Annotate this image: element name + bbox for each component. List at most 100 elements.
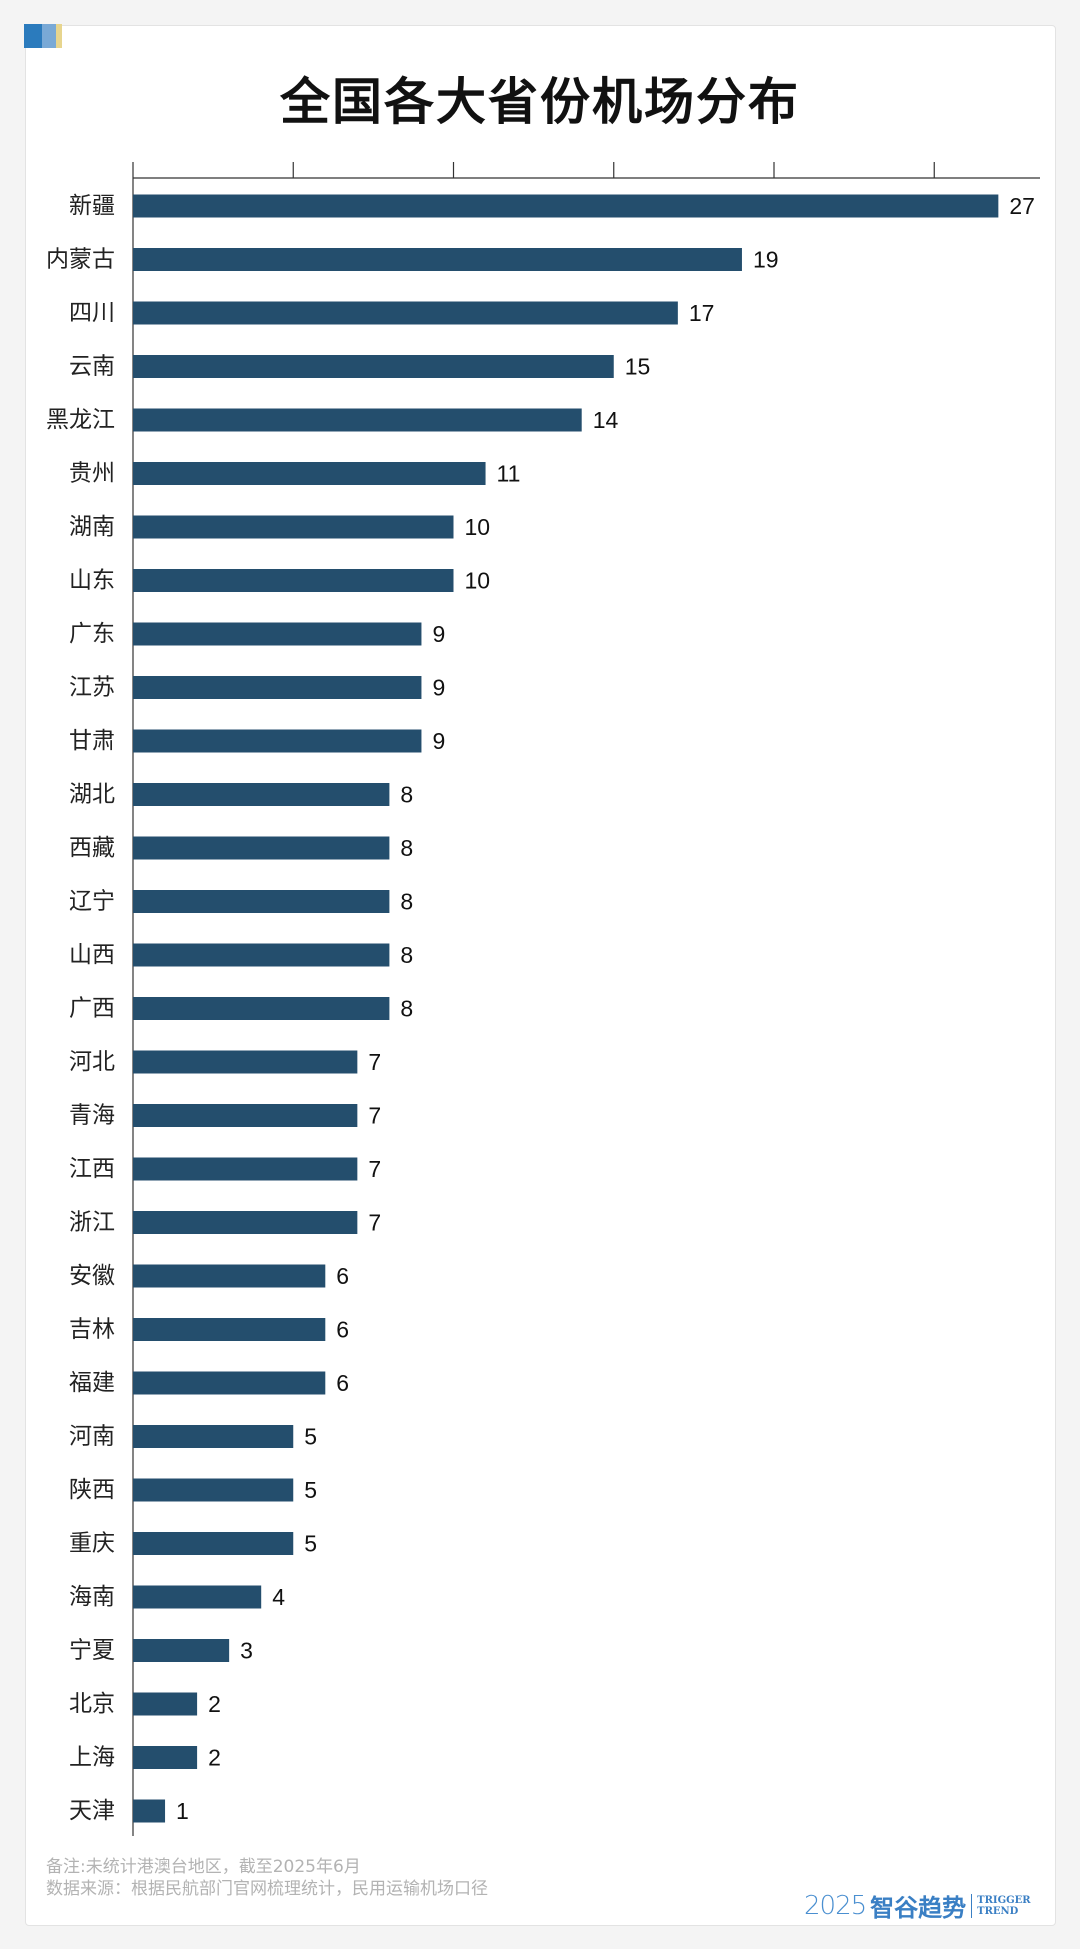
corner-logo-mark	[24, 24, 62, 48]
data-label: 8	[400, 889, 413, 915]
bar	[133, 1532, 294, 1555]
category-label: 西藏	[69, 835, 115, 861]
category-label: 吉林	[69, 1317, 115, 1343]
data-label: 8	[400, 942, 413, 968]
category-label: 北京	[69, 1691, 115, 1717]
bar	[133, 729, 422, 753]
bar	[133, 462, 486, 485]
brand-logo: 2025 智谷趋势 TRIGGER TREND	[804, 1888, 1031, 1923]
category-label: 海南	[69, 1584, 115, 1610]
data-label: 4	[272, 1584, 285, 1610]
data-label: 5	[304, 1477, 317, 1503]
bar	[133, 783, 390, 806]
category-label: 上海	[69, 1745, 115, 1771]
category-label: 宁夏	[69, 1638, 115, 1664]
category-label: 陕西	[69, 1477, 115, 1503]
bar	[133, 1050, 358, 1074]
category-label: 内蒙古	[46, 247, 115, 273]
footer-note: 备注:未统计港澳台地区，截至2025年6月	[46, 1857, 361, 1877]
category-label: 江西	[69, 1156, 115, 1182]
category-label: 辽宁	[69, 889, 115, 915]
bar	[133, 1371, 326, 1395]
data-label: 14	[593, 407, 619, 433]
bar	[133, 1157, 358, 1181]
bar	[133, 301, 678, 325]
category-label: 河南	[69, 1424, 115, 1450]
category-label: 重庆	[69, 1531, 115, 1557]
bar	[133, 408, 582, 432]
data-label: 7	[368, 1049, 381, 1075]
data-label: 7	[368, 1156, 381, 1182]
bar	[133, 1746, 198, 1769]
category-label: 青海	[69, 1103, 115, 1129]
bar	[133, 248, 742, 271]
category-label: 湖南	[69, 514, 115, 540]
footer-source: 数据来源：根据民航部门官网梳理统计，民用运输机场口径	[46, 1879, 488, 1899]
chart-title: 全国各大省份机场分布	[280, 73, 800, 131]
data-label: 3	[240, 1638, 253, 1664]
bar	[133, 1318, 326, 1341]
bar	[133, 1639, 230, 1662]
bar	[133, 569, 454, 592]
chart-card	[25, 25, 1056, 1926]
data-label: 6	[336, 1317, 349, 1343]
category-label: 新疆	[69, 193, 115, 219]
bar	[133, 1585, 262, 1609]
data-label: 9	[432, 621, 445, 647]
category-label: 云南	[69, 354, 115, 380]
category-label: 天津	[69, 1798, 115, 1824]
bar	[133, 515, 454, 539]
bar	[133, 890, 390, 913]
bar	[133, 1211, 358, 1234]
data-label: 15	[625, 354, 651, 380]
data-label: 17	[689, 300, 715, 326]
bar	[133, 1799, 166, 1823]
data-label: 10	[465, 568, 491, 594]
bar	[133, 194, 999, 218]
data-label: 19	[753, 247, 779, 273]
bar	[133, 1104, 358, 1127]
data-label: 27	[1009, 193, 1035, 219]
data-label: 2	[208, 1745, 221, 1771]
bar	[133, 622, 422, 646]
data-label: 2	[208, 1691, 221, 1717]
data-label: 7	[368, 1103, 381, 1129]
data-label: 8	[400, 835, 413, 861]
data-label: 8	[400, 782, 413, 808]
brand-divider	[971, 1893, 973, 1918]
brand-name: 智谷趋势	[870, 1893, 967, 1922]
category-label: 山西	[69, 942, 115, 968]
data-label: 9	[432, 675, 445, 701]
brand-en-line2: TREND	[977, 1905, 1019, 1917]
bar	[133, 355, 614, 378]
bar	[133, 1425, 294, 1448]
data-label: 1	[176, 1798, 189, 1824]
brand-en-line1: TRIGGER	[977, 1894, 1031, 1906]
data-label: 9	[432, 728, 445, 754]
data-label: 8	[400, 996, 413, 1022]
category-label: 甘肃	[69, 728, 115, 754]
footer-notes: 备注:未统计港澳台地区，截至2025年6月 数据来源：根据民航部门官网梳理统计，…	[46, 1856, 488, 1900]
bar	[133, 676, 422, 699]
category-label: 黑龙江	[46, 407, 115, 433]
category-label: 湖北	[69, 782, 115, 808]
brand-year: 2025	[804, 1890, 867, 1921]
category-label: 安徽	[69, 1263, 115, 1289]
bar	[133, 997, 390, 1020]
bar	[133, 1264, 326, 1288]
data-label: 5	[304, 1424, 317, 1450]
data-label: 11	[497, 461, 521, 487]
data-label: 5	[304, 1531, 317, 1557]
brand-en: TRIGGER TREND	[977, 1895, 1030, 1917]
category-label: 广西	[69, 996, 115, 1022]
category-label: 广东	[69, 621, 115, 647]
category-label: 山东	[69, 568, 115, 594]
category-label: 江苏	[69, 675, 115, 701]
category-label: 四川	[69, 300, 115, 326]
bar	[133, 1478, 294, 1502]
category-label: 福建	[69, 1370, 115, 1396]
data-label: 6	[336, 1370, 349, 1396]
bar	[133, 943, 390, 967]
category-label: 河北	[69, 1049, 115, 1075]
